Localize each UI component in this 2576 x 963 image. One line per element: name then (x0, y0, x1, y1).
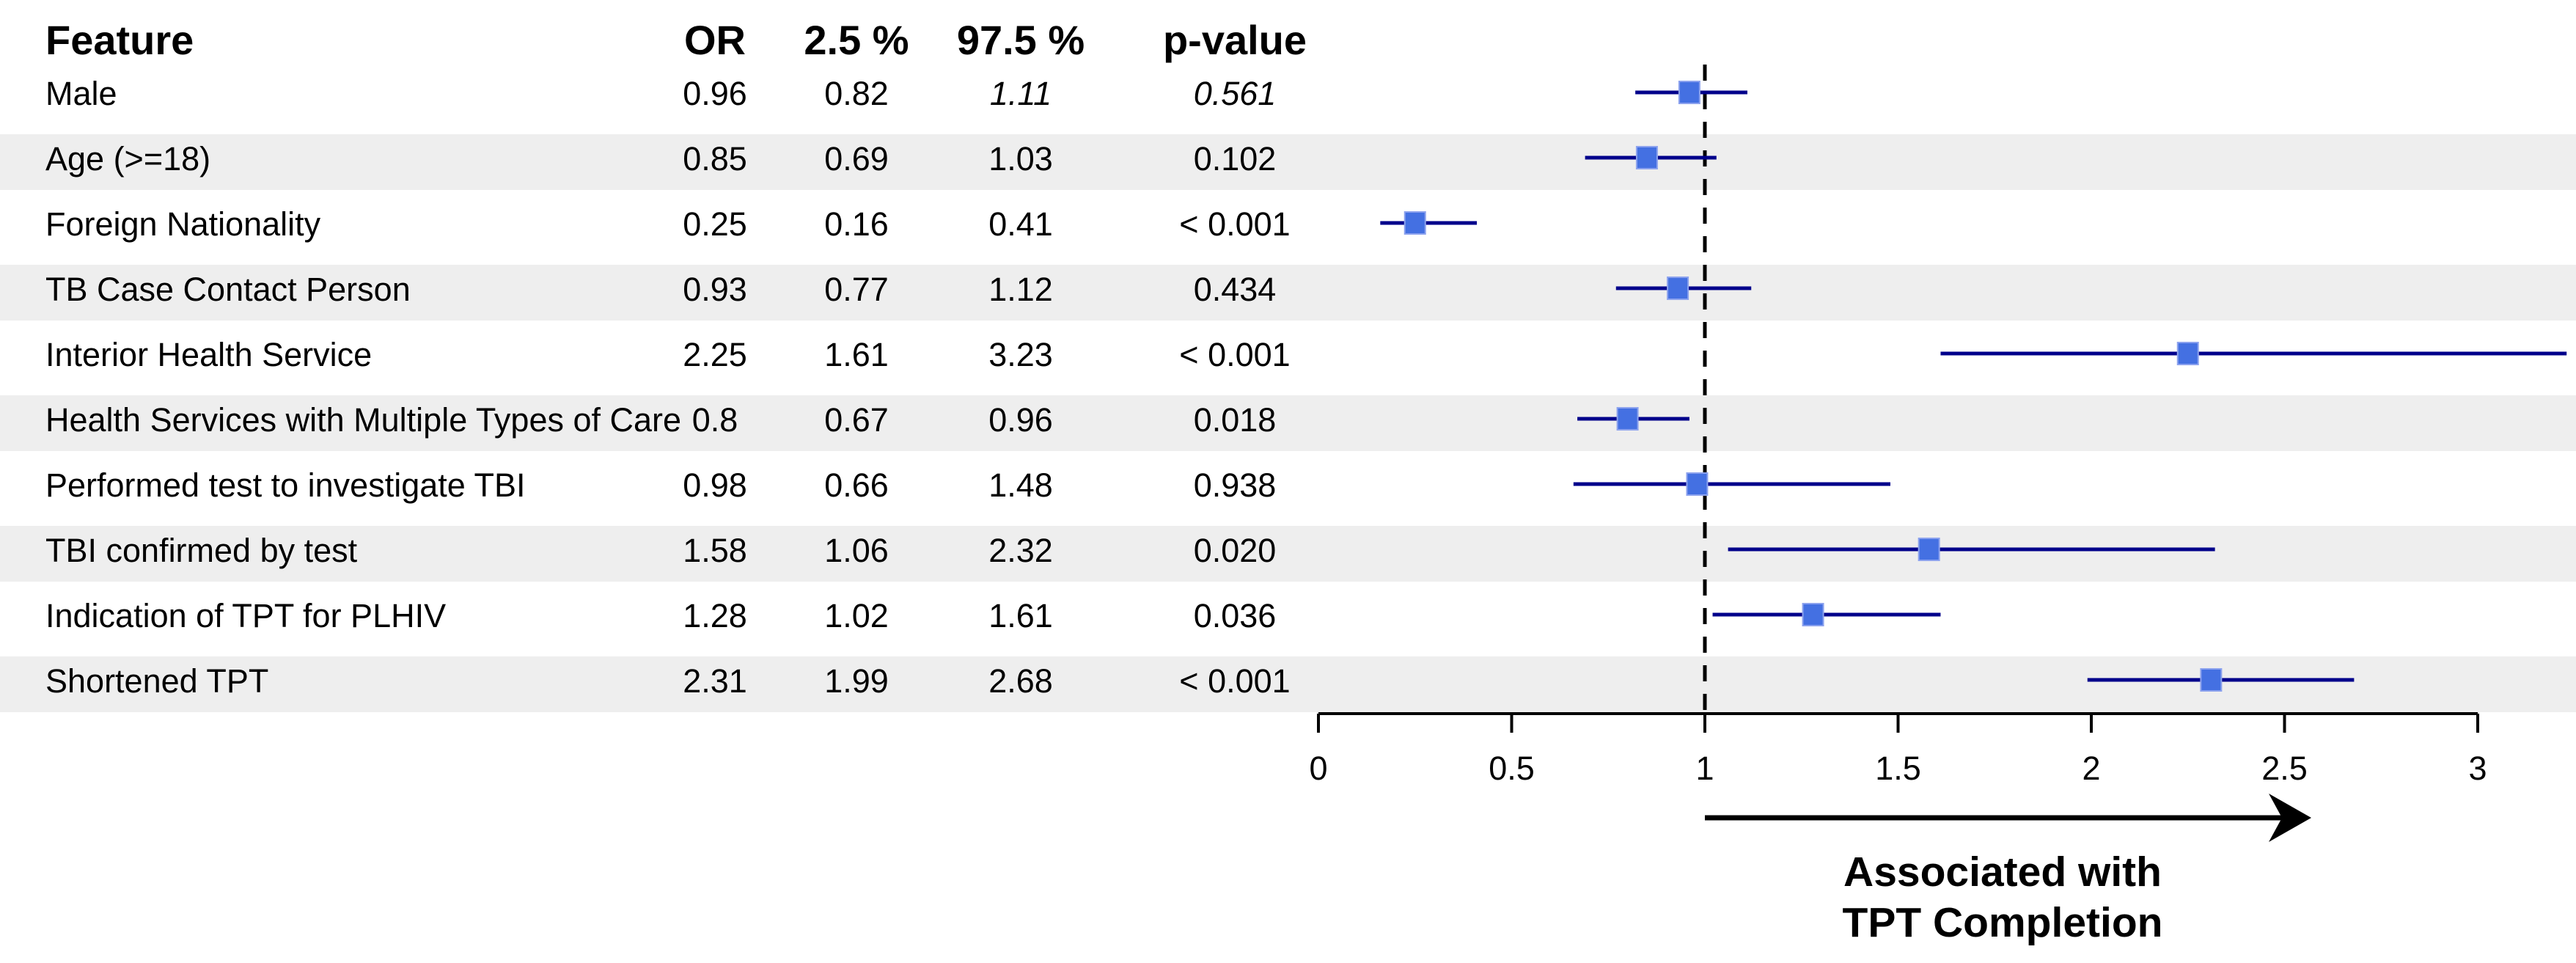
column-header-ci-low: 2.5 % (804, 17, 909, 63)
column-header-or: OR (684, 17, 746, 63)
row-stripe (0, 134, 2576, 190)
or-marker (1403, 211, 1426, 235)
arrow-caption-line2: TPT Completion (1842, 899, 2163, 946)
column-header-ci-high: 97.5 % (956, 17, 1085, 63)
feature-label: Performed test to investigate TBI (45, 466, 526, 504)
or-marker (1635, 146, 1658, 169)
feature-label: TB Case Contact Person (45, 271, 411, 308)
row-stripe (0, 656, 2576, 712)
ci-low-value: 0.67 (824, 401, 889, 439)
x-axis-tick-label: 3 (2468, 750, 2487, 787)
p-value: 0.434 (1193, 271, 1277, 308)
x-axis-tick-label: 0.5 (1489, 750, 1535, 787)
direction-arrow-head (2269, 794, 2311, 842)
or-marker (1918, 538, 1940, 561)
or-marker (2176, 342, 2199, 365)
ci-high-value: 1.11 (989, 75, 1052, 112)
or-value: 2.25 (683, 336, 747, 373)
feature-label: Foreign Nationality (45, 205, 321, 243)
ci-low-value: 1.99 (824, 662, 889, 700)
ci-high-value: 1.48 (988, 466, 1053, 504)
or-marker (2200, 668, 2223, 692)
feature-label: Male (45, 75, 117, 112)
or-value: 0.8 (691, 401, 738, 439)
row-stripe (0, 526, 2576, 582)
p-value: 0.036 (1193, 597, 1277, 634)
ci-high-value: 2.68 (988, 662, 1053, 700)
ci-low-value: 0.66 (824, 466, 889, 504)
column-header-feature: Feature (45, 17, 194, 63)
feature-label: TBI confirmed by test (45, 532, 358, 569)
column-header-p-value: p-value (1162, 17, 1307, 63)
p-value: 0.938 (1193, 466, 1277, 504)
feature-label: Age (>=18) (45, 140, 211, 177)
x-axis-tick-label: 2 (2082, 750, 2101, 787)
feature-label: Health Services with Multiple Types of C… (45, 401, 682, 439)
p-value: < 0.001 (1179, 662, 1291, 700)
or-marker (1616, 407, 1639, 431)
ci-low-value: 1.61 (824, 336, 889, 373)
p-value: < 0.001 (1179, 336, 1291, 373)
ci-low-value: 0.69 (824, 140, 889, 177)
or-value: 0.25 (683, 205, 747, 243)
or-marker (1678, 81, 1700, 104)
or-marker (1667, 277, 1689, 300)
or-value: 2.31 (683, 662, 747, 700)
x-axis-tick-label: 1.5 (1875, 750, 1921, 787)
or-marker (1686, 472, 1709, 496)
p-value: 0.102 (1193, 140, 1277, 177)
row-stripe (0, 265, 2576, 321)
or-value: 1.58 (683, 532, 747, 569)
x-axis-tick-label: 2.5 (2261, 750, 2308, 787)
ci-high-value: 1.61 (988, 597, 1053, 634)
ci-low-value: 0.82 (824, 75, 889, 112)
p-value: 0.020 (1193, 532, 1277, 569)
arrow-caption-line1: Associated with (1843, 849, 2162, 896)
ci-high-value: 0.96 (988, 401, 1053, 439)
feature-label: Shortened TPT (45, 662, 269, 700)
feature-label: Interior Health Service (45, 336, 373, 373)
or-value: 0.96 (683, 75, 747, 112)
x-axis-tick-label: 0 (1309, 750, 1328, 787)
x-axis-tick-label: 1 (1695, 750, 1714, 787)
ci-high-value: 3.23 (988, 336, 1053, 373)
ci-low-value: 0.77 (824, 271, 889, 308)
ci-low-value: 1.02 (824, 597, 889, 634)
row-stripe (0, 395, 2576, 451)
ci-low-value: 0.16 (824, 205, 889, 243)
ci-low-value: 1.06 (824, 532, 889, 569)
ci-high-value: 2.32 (988, 532, 1053, 569)
p-value: 0.561 (1193, 75, 1277, 112)
or-value: 0.93 (683, 271, 747, 308)
feature-label: Indication of TPT for PLHIV (45, 597, 447, 634)
ci-high-value: 1.03 (988, 140, 1053, 177)
ci-high-value: 0.41 (988, 205, 1053, 243)
or-value: 0.98 (683, 466, 747, 504)
p-value: < 0.001 (1179, 205, 1291, 243)
ci-high-value: 1.12 (988, 271, 1053, 308)
p-value: 0.018 (1193, 401, 1277, 439)
or-value: 0.85 (683, 140, 747, 177)
or-marker (1802, 603, 1824, 626)
or-value: 1.28 (683, 597, 747, 634)
